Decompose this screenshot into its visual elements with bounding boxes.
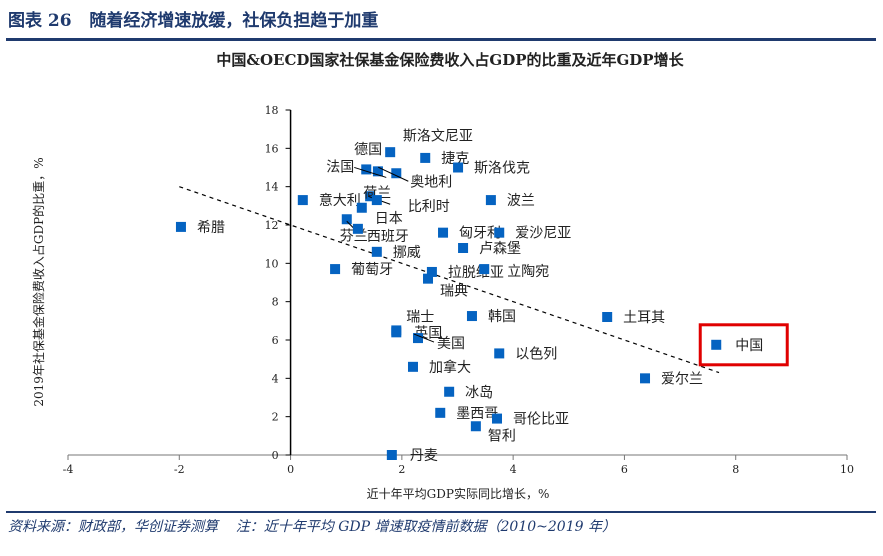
point-label: 法国 <box>326 159 354 175</box>
data-point <box>361 164 372 175</box>
point-label: 波兰 <box>507 193 535 209</box>
data-point <box>407 361 418 372</box>
y-tick-label: 0 <box>272 449 279 462</box>
point-label: 匈牙利 <box>459 226 501 242</box>
data-point <box>391 168 402 179</box>
point-label: 卢森堡 <box>479 241 521 257</box>
point-label: 斯洛伐克 <box>474 161 530 177</box>
point-label: 以色列 <box>515 345 557 362</box>
leader-line <box>413 333 435 343</box>
leader-line <box>378 166 409 182</box>
data-point <box>494 227 505 238</box>
data-point <box>453 162 464 173</box>
point-label: 爱尔兰 <box>661 371 703 387</box>
data-point <box>412 333 423 344</box>
point-label: 土耳其 <box>623 310 665 326</box>
point-label: 丹麦 <box>410 448 438 464</box>
point-label: 意大利 <box>319 192 361 209</box>
point-label: 德国 <box>354 142 382 158</box>
point-label: 冰岛 <box>465 385 493 401</box>
x-tick-label: -2 <box>174 463 185 476</box>
data-point <box>371 195 382 206</box>
chart-title: 中国&OECD国家社保基金保险费收入占GDP的比重及近年GDP增长 <box>216 51 684 69</box>
data-point <box>356 202 367 213</box>
data-point <box>352 223 363 234</box>
data-point <box>458 243 469 253</box>
point-label: 西班牙 <box>367 229 409 245</box>
y-tick-label: 16 <box>265 142 279 155</box>
data-point <box>485 195 496 206</box>
y-tick-label: 4 <box>272 372 279 385</box>
data-point <box>470 421 481 432</box>
data-point <box>494 348 505 359</box>
point-label: 智利 <box>488 428 516 444</box>
data-point <box>372 166 383 177</box>
data-point <box>435 407 446 418</box>
data-point <box>371 246 382 257</box>
x-tick-label: 6 <box>621 463 628 476</box>
point-label: 奥地利 <box>410 173 452 190</box>
point-label: 美国 <box>437 336 465 352</box>
point-label: 瑞士 <box>406 309 434 325</box>
x-tick-label: 4 <box>510 463 517 476</box>
data-point <box>444 386 455 397</box>
x-tick-label: 0 <box>287 463 294 476</box>
data-point <box>341 214 352 225</box>
point-label: 中国 <box>735 338 763 354</box>
point-label: 斯洛文尼亚 <box>403 128 473 144</box>
data-point <box>426 266 437 277</box>
data-point <box>391 327 402 338</box>
point-label: 葡萄牙 <box>351 262 393 278</box>
figure-title: 图表 26 随着经济增速放缓，社保负担趋于加重 <box>8 11 379 31</box>
data-point <box>297 195 308 206</box>
point-label: 爱沙尼亚 <box>515 226 571 242</box>
data-point <box>711 339 722 350</box>
point-label: 希腊 <box>197 220 225 236</box>
y-tick-label: 6 <box>272 334 279 347</box>
x-tick-label: -4 <box>63 463 74 476</box>
data-point <box>640 373 651 384</box>
point-label: 瑞典 <box>440 284 468 300</box>
y-tick-label: 12 <box>265 219 279 232</box>
point-label: 比利时 <box>408 199 450 215</box>
footer-divider <box>6 511 876 513</box>
point-label: 日本 <box>375 211 403 227</box>
y-tick-label: 10 <box>265 257 279 270</box>
leader-line <box>354 166 387 178</box>
title-divider <box>6 38 876 41</box>
point-label: 哥伦比亚 <box>513 412 569 428</box>
x-tick-label: 2 <box>398 463 405 476</box>
data-point <box>420 152 431 163</box>
data-point <box>479 264 490 275</box>
data-point <box>365 191 376 202</box>
point-label: 墨西哥 <box>456 406 498 422</box>
highlight-box <box>698 323 789 367</box>
point-label: 拉脱维亚 <box>448 265 504 281</box>
point-label: 挪威 <box>393 245 421 261</box>
x-tick-label: 8 <box>732 463 739 476</box>
y-axis-label: 2019年社保基金保险费收入占GDP的比重，% <box>31 157 46 406</box>
trendline <box>179 186 720 374</box>
data-point <box>385 147 396 158</box>
point-label: 荷兰 <box>363 185 391 201</box>
x-tick-label: 10 <box>840 463 854 476</box>
scatter-chart: 中国&OECD国家社保基金保险费收入占GDP的比重及近年GDP增长 近十年平均G… <box>31 51 854 501</box>
data-point <box>175 221 186 232</box>
source-note: 资料来源：财政部，华创证券测算 注：近十年平均 GDP 增速取疫情前数据（201… <box>8 519 616 535</box>
y-tick-label: 2 <box>272 411 279 424</box>
data-point <box>492 413 503 424</box>
y-tick-label: 14 <box>265 181 279 194</box>
y-tick-label: 8 <box>272 296 279 309</box>
data-point <box>386 450 397 460</box>
data-point <box>330 264 341 275</box>
point-label: 立陶宛 <box>507 264 549 280</box>
data-point <box>466 311 477 322</box>
point-label: 韩国 <box>488 309 516 325</box>
point-label: 加拿大 <box>429 359 471 376</box>
data-point <box>438 227 449 238</box>
data-point <box>423 273 434 284</box>
data-point <box>602 312 613 322</box>
y-tick-label: 18 <box>265 104 279 117</box>
x-axis-label: 近十年平均GDP实际同比增长，% <box>367 486 550 501</box>
